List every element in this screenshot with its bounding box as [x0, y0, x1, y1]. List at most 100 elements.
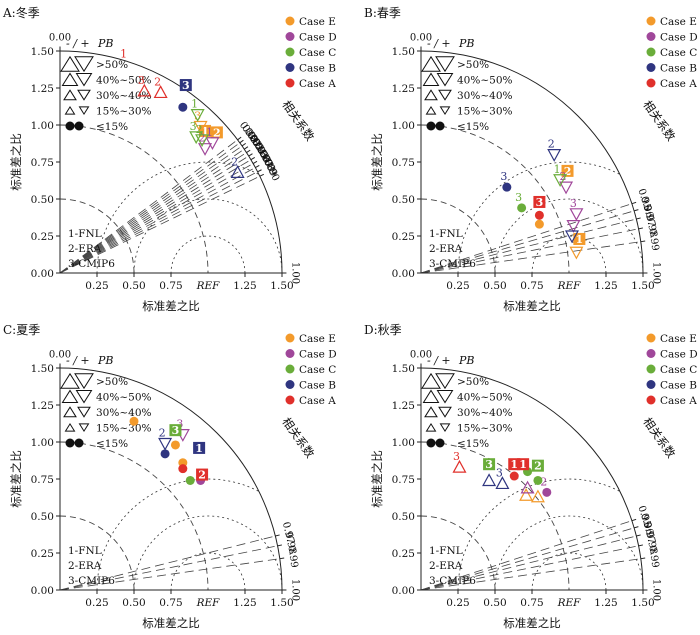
data-point-label: 3: [500, 170, 507, 183]
pb-down-marker: [438, 89, 452, 101]
y-tick-label: 1.25: [31, 400, 54, 412]
y-axis-label: 标准差之比: [9, 133, 23, 191]
x-tick-label: 1.25: [594, 597, 617, 609]
outer-arc: [59, 367, 283, 591]
corr-tick: [638, 227, 644, 230]
y-axis-label: 标准差之比: [370, 450, 384, 508]
x-tick-label: 1.25: [233, 597, 256, 609]
x-axis-label: 标准差之比: [503, 616, 561, 630]
legend-marker-case-b: [646, 63, 656, 72]
corr-axis-label: 相关系数: [640, 415, 678, 461]
corr-tick-label: 0.98: [644, 531, 659, 555]
corr-tick-label: 1.00: [289, 262, 300, 284]
pb-down-marker: [439, 106, 451, 116]
data-point-label: 2: [213, 126, 221, 139]
taylor-panel-3: C:夏季 0.25 0.50 0.75 1.25 1.50 REF 标准差之比 0.00 0.25…: [3, 323, 337, 630]
corr-tick-label: 1.00: [650, 262, 661, 284]
data-point: [137, 83, 152, 97]
taylor-panel-2: B:春季 0.25 0.50 0.75 1.25 1.50 REF 标准差之比 0.00 0.25…: [364, 6, 698, 313]
corr-ray: [59, 175, 260, 274]
corr-tick-label: 0.97: [280, 521, 296, 545]
x-tick-label: 0.25: [85, 597, 108, 609]
data-point: [569, 208, 584, 222]
corr-ray: [59, 152, 247, 274]
legend-marker-case-e: [646, 16, 656, 26]
corr-tick: [237, 136, 242, 141]
x-tick-label: 0.50: [122, 280, 145, 292]
pb-class-label: 15%~30%: [96, 106, 151, 118]
corr-tick: [252, 160, 258, 164]
pb-class-label: >50%: [457, 376, 489, 388]
pb-down-marker: [75, 390, 93, 404]
x-tick-label: 1.25: [594, 280, 617, 292]
corr-tick-label: 0.99: [285, 545, 299, 569]
corr-tick: [255, 165, 260, 168]
rms-arc: [531, 552, 607, 591]
data-point-label: 2: [564, 165, 572, 178]
pb-class-label: >50%: [96, 376, 128, 388]
std-arc: [420, 441, 570, 591]
data-point-label: 2: [159, 426, 166, 439]
legend-marker-case-a: [285, 395, 295, 405]
corr-tick-label: 0.00: [410, 33, 432, 44]
corr-ray: [420, 228, 639, 274]
x-tick-label: 0.75: [159, 280, 182, 292]
rms-arc: [170, 235, 246, 274]
legend-label: Case C: [660, 364, 697, 376]
pb-class-label: >50%: [96, 59, 128, 71]
corr-tick: [638, 544, 644, 547]
pb-up-marker: [422, 389, 440, 403]
y-axis-label: 标准差之比: [370, 133, 384, 191]
x-tick-label: 0.75: [520, 597, 543, 609]
data-point: [530, 489, 545, 503]
x-tick-label: 0.75: [520, 280, 543, 292]
legend-label: Case A: [660, 78, 697, 90]
data-point-label: 2: [199, 132, 206, 145]
x-tick-label: 0.25: [85, 280, 108, 292]
ref-label: REF: [196, 597, 221, 609]
pb-down-marker: [438, 406, 452, 418]
corr-tick: [248, 153, 253, 157]
corr-ray: [59, 142, 241, 274]
ref-label: REF: [196, 280, 221, 292]
y-tick-label: 1.50: [392, 46, 415, 58]
data-point-label: 2: [198, 469, 206, 482]
corr-tick: [259, 173, 265, 177]
model-label: 3-CMIP6: [68, 575, 115, 587]
model-label: 1-FNL: [68, 545, 102, 557]
data-point: [199, 124, 212, 137]
data-point: [193, 441, 206, 454]
y-tick-label: 1.25: [31, 83, 54, 95]
data-point: [153, 85, 168, 99]
corr-ray: [420, 520, 633, 591]
y-tick-label: 1.50: [31, 363, 54, 375]
pb-up-marker: [424, 89, 438, 101]
y-tick-label: 1.25: [392, 400, 415, 412]
data-point-label: 2: [196, 123, 203, 136]
y-tick-label: 0.75: [31, 157, 54, 169]
corr-ray: [59, 155, 249, 274]
pb-down-marker: [77, 406, 91, 418]
corr-tick-label: 0.98: [283, 531, 298, 555]
legend-label: Case D: [299, 32, 337, 44]
legend-marker-case-a: [646, 395, 656, 405]
legend-label: Case A: [299, 78, 336, 90]
y-tick-label: 0.75: [31, 474, 54, 486]
pb-dot-marker: [65, 438, 75, 448]
data-point: [189, 131, 204, 145]
sign-label: - / +: [66, 354, 90, 367]
corr-ray: [420, 558, 641, 591]
legend-marker-case-e: [646, 333, 656, 343]
model-label: 3-CMIP6: [429, 258, 476, 270]
legend-marker-case-c: [285, 364, 295, 374]
ref-label: REF: [557, 280, 582, 292]
rms-arc: [494, 515, 644, 591]
data-point: [520, 480, 535, 494]
y-tick-label: 1.00: [31, 437, 54, 449]
data-point-label: 1: [554, 163, 561, 176]
data-point-label: 3: [536, 196, 544, 209]
data-point-label: 3: [515, 191, 522, 204]
data-point-label: 1: [576, 233, 584, 246]
corr-tick-label: 0.97: [641, 204, 657, 228]
std-arc: [420, 124, 570, 274]
